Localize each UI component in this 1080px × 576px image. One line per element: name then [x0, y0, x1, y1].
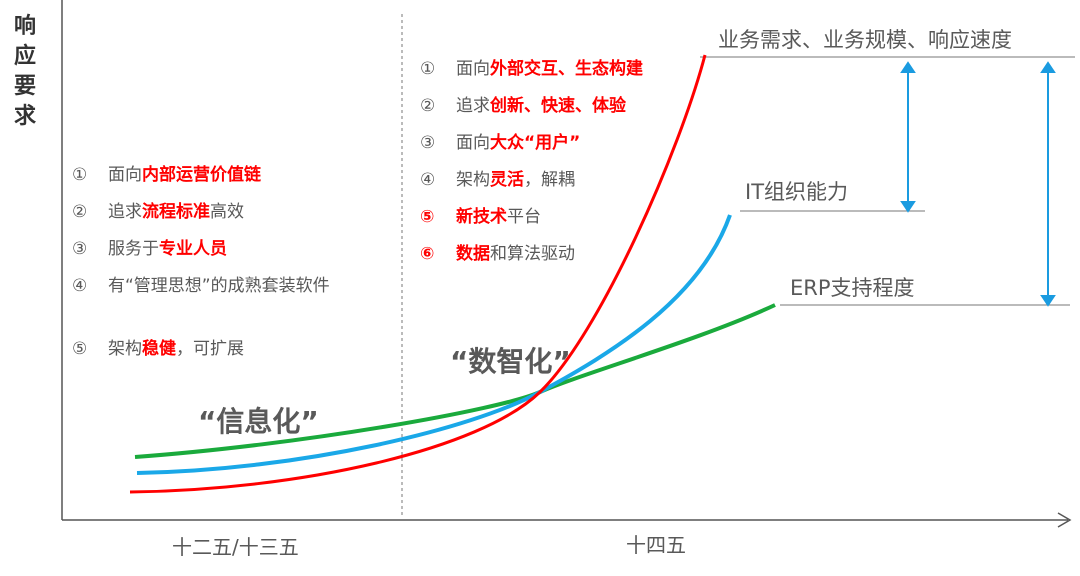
item-text: 有“管理思想”的成熟套装软件 — [108, 274, 408, 298]
item-text: 面向外部交互、生态构建 — [456, 57, 756, 81]
list-item: ④ 有“管理思想”的成熟套装软件 — [72, 274, 408, 334]
text-segment: 面向 — [456, 59, 490, 79]
list-item: ③ 服务于专业人员 — [72, 237, 408, 297]
item-text: 架构灵活，解耦 — [456, 168, 756, 192]
gap-arrows — [900, 61, 1056, 307]
list-item: ③ 面向大众“用户” — [420, 131, 756, 191]
text-segment: 追求 — [108, 202, 142, 222]
highlight: 创新、快速、体验 — [490, 96, 626, 116]
item-marker: ⑤ — [420, 207, 435, 227]
item-text: 新技术平台 — [456, 205, 756, 229]
list-item: ② 追求流程标准高效 — [72, 200, 408, 260]
curve-label: 业务需求、业务规模、响应速度 — [718, 28, 1012, 52]
item-marker: ② — [420, 96, 436, 116]
text-segment: ，解耦 — [524, 170, 575, 190]
y-axis-label: 响应要求 — [14, 14, 37, 129]
list-item: ② 追求创新、快速、体验 — [420, 94, 756, 154]
list-item: ⑥ 数据和算法驱动 — [420, 242, 756, 302]
item-marker: ① — [420, 59, 436, 79]
stage-label: “数智化” — [450, 345, 571, 378]
item-marker: ⑤ — [72, 339, 88, 359]
item-marker: ③ — [420, 133, 436, 153]
item-marker: ④ — [420, 170, 436, 190]
highlight: 外部交互、生态构建 — [490, 59, 643, 79]
highlight: 数据 — [456, 244, 490, 264]
item-text: 服务于专业人员 — [108, 237, 408, 261]
text-segment: 面向 — [108, 165, 142, 185]
highlight: 内部运营价值链 — [142, 165, 261, 185]
text-segment: 架构 — [456, 170, 490, 190]
list-item: ① 面向外部交互、生态构建 — [420, 57, 756, 117]
it-curve — [136, 214, 732, 475]
stage-label: “信息化” — [198, 405, 319, 438]
text-segment: 服务于 — [108, 239, 159, 259]
curve-label: IT组织能力 — [745, 180, 849, 204]
item-text: 数据和算法驱动 — [456, 242, 756, 266]
highlight: 专业人员 — [159, 239, 227, 259]
item-marker: ① — [72, 165, 88, 185]
highlight: 大众“用户” — [490, 133, 581, 153]
text-segment: ，可扩展 — [176, 339, 244, 359]
item-text: 面向内部运营价值链 — [108, 163, 408, 187]
text-segment: 平台 — [507, 207, 541, 227]
item-marker: ③ — [72, 239, 88, 259]
demand-curve — [129, 54, 707, 494]
item-text: 追求流程标准高效 — [108, 200, 408, 224]
highlight: 流程标准 — [142, 202, 210, 222]
text-segment: 架构 — [108, 339, 142, 359]
item-text: 架构稳健，可扩展 — [108, 337, 408, 361]
item-marker: ② — [72, 202, 88, 222]
item-text: 追求创新、快速、体验 — [456, 94, 756, 118]
list-item: ① 面向内部运营价值链 — [72, 163, 408, 223]
text-segment: 面向 — [456, 133, 490, 153]
item-marker: ⑥ — [420, 244, 435, 264]
x-label: 十二五/十三五 — [172, 535, 299, 559]
curve-label: ERP支持程度 — [790, 276, 915, 300]
highlight: 新技术 — [456, 207, 507, 227]
text-segment: 高效 — [210, 202, 244, 222]
text-segment: 和算法驱动 — [490, 244, 575, 264]
list-item: ⑤ 架构稳健，可扩展 — [72, 337, 408, 397]
x-label: 十四五 — [626, 533, 686, 557]
highlight: 稳健 — [142, 339, 176, 359]
x-axis-arrow — [1057, 512, 1072, 528]
highlight: 灵活 — [490, 170, 524, 190]
list-item: ⑤ 新技术平台 — [420, 205, 756, 265]
text-segment: 有“管理思想”的成熟套装软件 — [108, 276, 330, 296]
item-marker: ④ — [72, 276, 88, 296]
text-segment: 追求 — [456, 96, 490, 116]
item-text: 面向大众“用户” — [456, 131, 756, 155]
list-item: ④ 架构灵活，解耦 — [420, 168, 756, 228]
